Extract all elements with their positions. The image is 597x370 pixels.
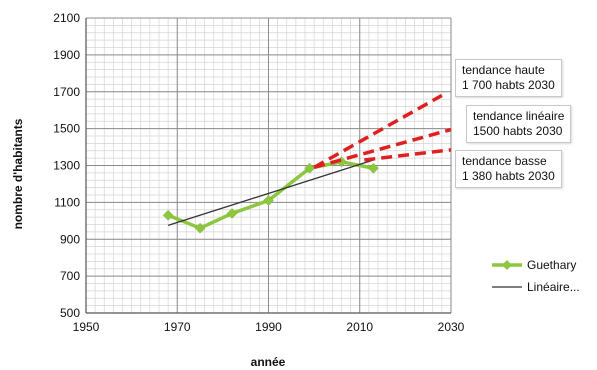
data-point [194,222,206,234]
ticks: 500 700 900 1100 1300 1500 1700 1900 2100 1950 197… [53,11,464,334]
legend-label: Linéaire... [527,280,580,294]
x-tick-label: 1970 [164,320,191,334]
y-tick-label: 1300 [53,159,80,173]
annotation-value: 1 380 habts 2030 [462,169,555,183]
series-line-trend [167,159,374,227]
projection-line [364,148,452,162]
x-tick-label: 2010 [346,320,373,334]
data-point [162,209,174,221]
annotation-value: 1500 habts 2030 [473,124,563,138]
y-tick-label: 2100 [53,11,80,25]
x-tick-label: 1990 [255,320,282,334]
data-point [368,162,379,174]
y-tick-label: 900 [60,232,80,246]
projection-layer [313,93,452,170]
x-tick-label: 2030 [438,320,465,334]
annotation-label: tendance haute [462,63,545,77]
annotation-label: tendance basse [462,154,547,168]
projection-line [313,93,443,169]
data-point [304,162,315,174]
legend-marker [502,260,512,270]
annotation-label: tendance linéaire [473,109,565,123]
annotation-tendance-haute: tendance haute 1 700 habts 2030 [455,59,562,97]
annotation-value: 1 700 habts 2030 [462,78,555,92]
annotation-tendance-lineaire: tendance linéaire 1500 habts 2030 [466,105,572,143]
data-point [263,195,274,206]
y-tick-label: 1900 [53,48,80,62]
legend: Guethary Linéaire... [492,258,580,294]
axes [85,18,451,314]
series-layer [162,156,379,234]
data-point [226,208,238,219]
annotation-tendance-basse: tendance basse 1 380 habts 2030 [455,150,562,188]
y-tick-label: 700 [60,269,80,283]
x-tick-label: 1950 [73,320,100,334]
projection-line [313,127,452,170]
y-tick-label: 1700 [53,85,80,99]
x-axis-title: année [251,355,286,369]
y-tick-label: 1100 [54,195,80,209]
y-tick-label: 1500 [53,122,80,136]
y-axis-title: nombre d'habitants [11,118,25,229]
y-tick-label: 500 [60,306,80,320]
legend-label: Guethary [527,258,576,272]
